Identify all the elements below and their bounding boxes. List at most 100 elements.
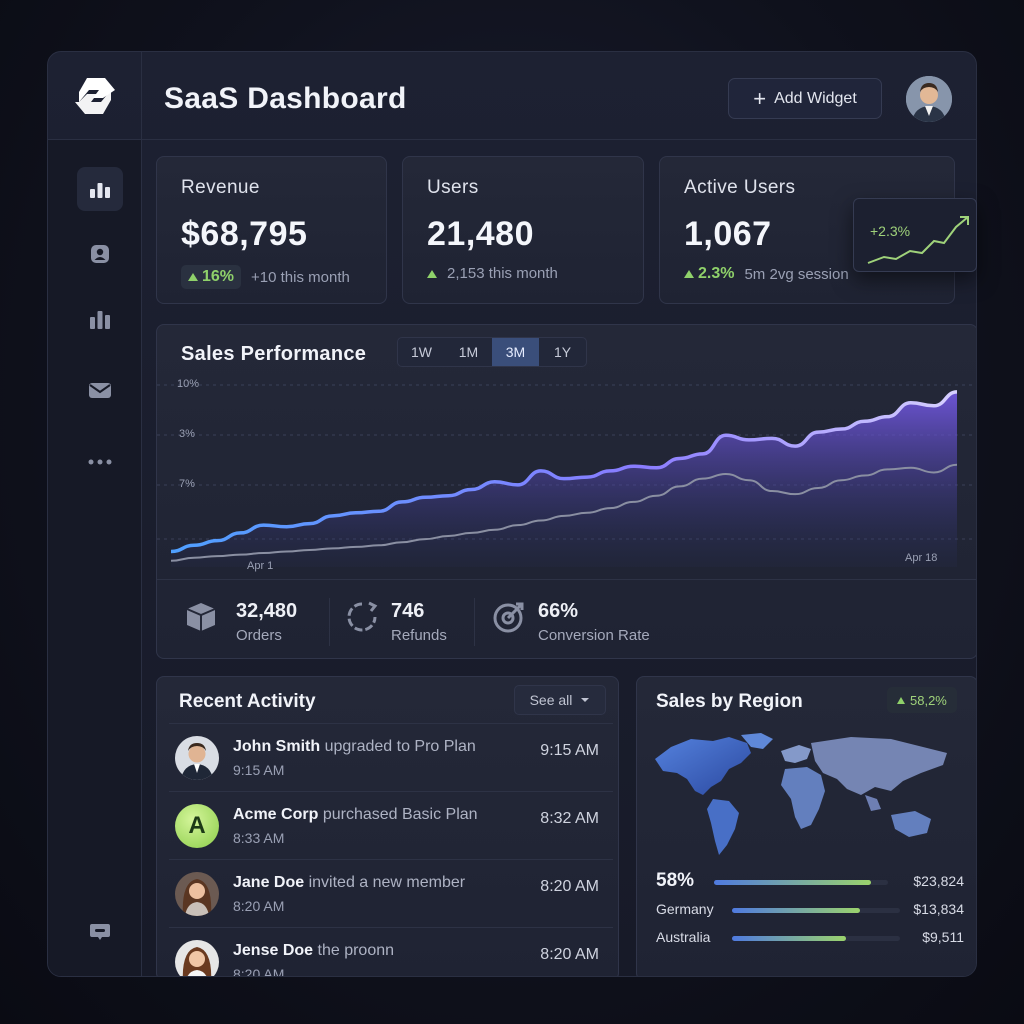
activity-text: Jense Doe the proonn: [233, 942, 395, 959]
list-item[interactable]: John Smith upgraded to Pro Plan 9:15 AM …: [169, 723, 613, 791]
see-all-label: See all: [529, 692, 573, 708]
sparkline-card[interactable]: +2.3%: [853, 198, 977, 272]
kpi-note: 2,153 this month: [447, 265, 558, 282]
metric-refunds: 746 Refunds: [329, 580, 475, 659]
range-tab-3m[interactable]: 3M: [492, 338, 539, 366]
metric-value: 66%: [538, 600, 579, 622]
region-bar-fill: [732, 908, 860, 913]
analytics-icon: [90, 311, 110, 329]
plus-icon: +: [753, 85, 767, 111]
region-name: Germany: [656, 901, 714, 917]
activity-subtime: 8:20 AM: [233, 966, 285, 977]
avatar: [175, 940, 219, 976]
refresh-icon: [347, 601, 378, 632]
y-tick-label: 10%: [177, 378, 199, 390]
chevron-down-icon: [581, 698, 590, 702]
world-map-icon[interactable]: [651, 729, 965, 869]
sales-chart[interactable]: 10% 3% 7% Apr 1 Apr 18: [157, 371, 977, 579]
profile-photo-icon: [175, 872, 219, 916]
activity-text: Acme Corp purchased Basic Plan: [233, 806, 478, 823]
divider: [329, 598, 330, 646]
sales-performance-card: Sales Performance 1W 1M 3M 1Y: [156, 324, 977, 659]
recent-activity-card: Recent Activity See all John Smith upgra…: [156, 676, 619, 977]
profile-photo-icon: [175, 940, 219, 976]
sales-by-region-card: Sales by Region 58,2% 58%: [636, 676, 976, 976]
add-widget-label: Add Widget: [774, 89, 857, 107]
up-arrow-icon: [188, 273, 198, 281]
delta-badge: 2.3%: [684, 265, 734, 283]
sidebar-item-chat[interactable]: [77, 910, 123, 954]
activity-text: John Smith upgraded to Pro Plan: [233, 738, 476, 755]
kpi-footer: 16% +10 this month: [181, 265, 350, 289]
range-tab-1m[interactable]: 1M: [458, 344, 479, 360]
bar-chart-icon: [90, 183, 110, 198]
region-row: Australia $9,511: [656, 929, 964, 949]
up-arrow-icon: [427, 269, 437, 278]
metric-value: 32,480: [236, 600, 298, 622]
card-title: Recent Activity: [179, 691, 316, 712]
x-tick-label: Apr 18: [905, 552, 937, 564]
card-title: Sales by Region: [656, 691, 803, 712]
company-logo: A: [175, 804, 219, 848]
sidebar-item-users[interactable]: [77, 232, 123, 276]
activity-subtime: 9:15 AM: [233, 762, 285, 778]
activity-time: 9:15 AM: [540, 742, 599, 759]
kpi-footer: 2,153 this month: [427, 265, 558, 282]
add-widget-button[interactable]: + Add Widget: [728, 78, 882, 119]
activity-subtime: 8:20 AM: [233, 898, 285, 914]
sidebar-item-reports[interactable]: [77, 298, 123, 342]
region-bar-track: [732, 936, 900, 941]
status-badge: 58,2%: [887, 687, 957, 713]
chart-title: Sales Performance: [181, 343, 367, 365]
sparkline-label: +2.3%: [870, 223, 911, 239]
see-all-button[interactable]: See all: [514, 685, 606, 715]
metric-value: 746: [391, 600, 425, 622]
kpi-label: Active Users: [684, 177, 796, 198]
region-bar-track: [714, 880, 888, 885]
avatar: [175, 872, 219, 916]
logo[interactable]: [48, 52, 142, 140]
region-value: $13,834: [913, 901, 964, 917]
target-icon: [493, 602, 524, 633]
kpi-footer: 2.3% 5m 2vg session: [684, 265, 849, 283]
more-dots-icon: [88, 459, 112, 465]
sidebar-item-messages[interactable]: [77, 368, 123, 412]
kpi-note: 5m 2vg session: [744, 265, 849, 283]
sidebar-item-more[interactable]: [77, 440, 123, 484]
list-item[interactable]: A Acme Corp purchased Basic Plan 8:33 AM…: [169, 791, 613, 859]
activity-time: 8:20 AM: [540, 878, 599, 895]
kpi-value: $68,795: [181, 215, 308, 253]
region-row: Germany $13,834: [656, 901, 964, 921]
sparkline-chart: [867, 216, 969, 264]
metric-orders: 32,480 Orders: [157, 580, 330, 659]
metrics-row: 32,480 Orders 746 Refunds: [157, 579, 976, 659]
avatar: [175, 736, 219, 780]
delta-badge: 16%: [181, 265, 242, 289]
list-item[interactable]: Jense Doe the proonn 8:20 AM 8:20 AM: [169, 927, 613, 977]
logo-icon: [74, 77, 115, 114]
header: SaaS Dashboard + Add Widget: [142, 52, 976, 140]
region-bar-fill: [732, 936, 847, 941]
range-tabs: 1W 1M 3M 1Y: [397, 337, 587, 367]
activity-time: 8:32 AM: [540, 810, 599, 827]
activity-subtime: 8:33 AM: [233, 830, 285, 846]
activity-text: Jane Doe invited a new member: [233, 874, 466, 891]
box-icon: [186, 603, 216, 631]
avatar[interactable]: [906, 76, 952, 122]
range-tab-1y[interactable]: 1Y: [553, 344, 572, 360]
kpi-label: Revenue: [181, 177, 260, 198]
kpi-card-users: Users 21,480 2,153 this month: [402, 156, 644, 304]
y-tick-label: 3%: [179, 428, 195, 440]
activity-time: 8:20 AM: [540, 946, 599, 963]
metric-label: Refunds: [391, 627, 447, 644]
kpi-value: 21,480: [427, 215, 534, 253]
chat-icon: [90, 924, 110, 940]
region-name: Australia: [656, 929, 711, 945]
divider: [474, 598, 475, 646]
region-row: 58% $23,824: [656, 870, 964, 893]
x-tick-label: Apr 1: [247, 560, 273, 572]
list-item[interactable]: Jane Doe invited a new member 8:20 AM 8:…: [169, 859, 613, 927]
sidebar-item-dashboard[interactable]: [77, 167, 123, 211]
region-value: $23,824: [913, 873, 964, 889]
range-tab-1w[interactable]: 1W: [411, 344, 432, 360]
